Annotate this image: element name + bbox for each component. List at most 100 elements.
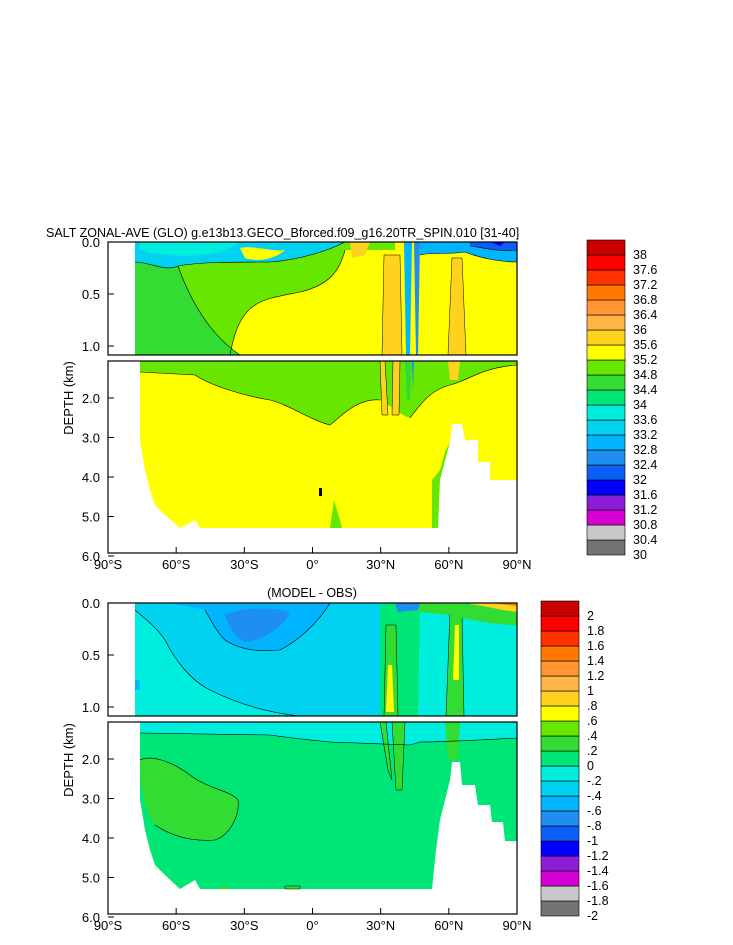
y-tick-label: 2.0 [82, 391, 100, 406]
x-tick-label: 30°N [366, 918, 395, 933]
diff-colorbar: -2-1.8-1.6-1.4-1.2-1-.8-.6-.4-.20.2.4.6.… [540, 600, 609, 923]
colorbar-label: 36.8 [633, 293, 657, 307]
colorbar-swatch [540, 645, 580, 662]
colorbar-label: -1.8 [587, 894, 609, 908]
colorbar-label: 1 [587, 684, 594, 698]
y-tick-label: 0.5 [82, 287, 100, 302]
colorbar-label: -1.2 [587, 849, 609, 863]
colorbar-label: 36.4 [633, 308, 657, 322]
colorbar-label: 1.6 [587, 639, 604, 653]
colorbar-label: 38 [633, 248, 647, 262]
colorbar-swatch [540, 855, 580, 872]
colorbar-swatch [586, 524, 626, 541]
colorbar-swatch [586, 449, 626, 466]
y-tick-label: 5.0 [82, 510, 100, 525]
colorbar-swatch [540, 840, 580, 857]
colorbar-label: 30.8 [633, 518, 657, 532]
colorbar-label: -2 [587, 909, 598, 923]
colorbar-swatch [540, 780, 580, 797]
colorbar-swatch [586, 314, 626, 331]
colorbar-swatch [586, 299, 626, 316]
colorbar-swatch [586, 389, 626, 406]
colorbar-label: 35.2 [633, 353, 657, 367]
colorbar-label: 30 [633, 548, 647, 562]
colorbar-label: 37.2 [633, 278, 657, 292]
colorbar-label: -.6 [587, 804, 602, 818]
colorbar-swatch [540, 660, 580, 677]
salt-lower-field [108, 361, 517, 553]
colorbar-swatch [540, 720, 580, 737]
colorbar-label: 1.8 [587, 624, 604, 638]
colorbar-label: 35.6 [633, 338, 657, 352]
diff-axes: 90°S 60°S 30°S 0° 30°N 60°N 90°N 0.0 0.5 1.0 2.0 3.… [82, 596, 532, 933]
colorbar-swatch [540, 795, 580, 812]
y-tick-label: 6.0 [82, 910, 100, 925]
x-tick-label: 90°S [94, 918, 123, 933]
colorbar-swatch [586, 284, 626, 301]
colorbar-swatch [586, 539, 626, 556]
y-tick-label: 0.0 [82, 235, 100, 250]
colorbar-label: -.4 [587, 789, 602, 803]
salt-axes: 90°S 60°S 30°S 0° 30°N 60°N 90°N 0.0 0.5 1.0 2.0 3.… [82, 235, 532, 572]
x-tick-label: 30°S [230, 918, 259, 933]
colorbar-label: 32.8 [633, 443, 657, 457]
colorbar-swatch [586, 494, 626, 511]
y-tick-label: 1.0 [82, 700, 100, 715]
colorbar-label: 34.4 [633, 383, 657, 397]
colorbar-swatch [586, 434, 626, 451]
colorbar-label: -1.6 [587, 879, 609, 893]
colorbar-swatch [540, 900, 580, 917]
colorbar-swatch [586, 239, 626, 256]
colorbar-label: 30.4 [633, 533, 657, 547]
diff-panel-title: (MODEL - OBS) [267, 586, 357, 600]
diff-y-axis-label: DEPTH (km) [61, 723, 76, 797]
x-tick-label: 90°S [94, 557, 123, 572]
colorbar-label: 32.4 [633, 458, 657, 472]
colorbar-label: -.8 [587, 819, 602, 833]
colorbar-swatch [540, 750, 580, 767]
salt-upper-field [108, 242, 517, 355]
y-tick-label: 1.0 [82, 339, 100, 354]
colorbar-label: 34.8 [633, 368, 657, 382]
colorbar-label: 32 [633, 473, 647, 487]
salt-y-axis-label: DEPTH (km) [61, 361, 76, 435]
y-tick-label: 2.0 [82, 752, 100, 767]
colorbar-swatch [586, 404, 626, 421]
colorbar-label: 0 [587, 759, 594, 773]
colorbar-label: .4 [587, 729, 597, 743]
colorbar-label: 34 [633, 398, 647, 412]
x-tick-label: 60°N [434, 918, 463, 933]
colorbar-swatch [540, 705, 580, 722]
x-tick-label: 60°S [162, 557, 191, 572]
colorbar-swatch [540, 600, 580, 617]
colorbar-swatch [540, 630, 580, 647]
x-tick-label: 0° [306, 557, 318, 572]
colorbar-label: 2 [587, 609, 594, 623]
x-tick-label: 60°S [162, 918, 191, 933]
y-tick-label: 0.5 [82, 648, 100, 663]
colorbar-swatch [586, 254, 626, 271]
colorbar-swatch [586, 419, 626, 436]
colorbar-swatch [540, 690, 580, 707]
colorbar-swatch [586, 359, 626, 376]
salt-panel: SALT ZONAL-AVE (GLO) g.e13b13.GECO_Bforc… [46, 226, 657, 572]
x-tick-label: 30°N [366, 557, 395, 572]
colorbar-swatch [586, 464, 626, 481]
diff-upper-frame [107, 602, 518, 717]
y-tick-label: 4.0 [82, 470, 100, 485]
diff-lower-field [108, 722, 517, 914]
colorbar-swatch [586, 329, 626, 346]
y-tick-label: 4.0 [82, 831, 100, 846]
colorbar-label: -1 [587, 834, 598, 848]
x-tick-label: 0° [306, 918, 318, 933]
colorbar-swatch [540, 615, 580, 632]
colorbar-swatch [540, 765, 580, 782]
colorbar-label: 1.4 [587, 654, 604, 668]
colorbar-label: .6 [587, 714, 597, 728]
diff-panel: (MODEL - OBS) [61, 586, 609, 933]
x-tick-label: 30°S [230, 557, 259, 572]
x-tick-label: 90°N [502, 557, 531, 572]
salt-colorbar: 3030.430.831.231.63232.432.833.233.63434… [586, 239, 657, 562]
x-tick-label: 60°N [434, 557, 463, 572]
colorbar-label: 31.6 [633, 488, 657, 502]
